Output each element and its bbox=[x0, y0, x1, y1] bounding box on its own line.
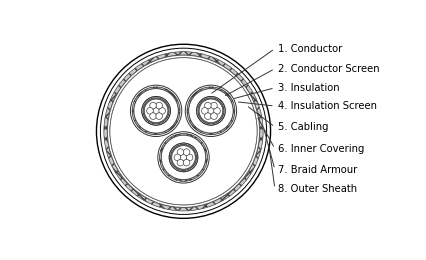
Circle shape bbox=[110, 58, 257, 205]
Circle shape bbox=[174, 154, 181, 161]
Circle shape bbox=[183, 149, 190, 155]
Text: 2. Conductor Screen: 2. Conductor Screen bbox=[277, 64, 379, 74]
Circle shape bbox=[161, 135, 206, 180]
Circle shape bbox=[156, 102, 162, 109]
Circle shape bbox=[196, 96, 225, 125]
Circle shape bbox=[144, 99, 168, 123]
Text: 1. Conductor: 1. Conductor bbox=[277, 44, 342, 54]
Circle shape bbox=[186, 154, 193, 161]
Circle shape bbox=[101, 48, 267, 214]
Circle shape bbox=[169, 143, 198, 172]
Text: 6. Inner Covering: 6. Inner Covering bbox=[277, 144, 364, 154]
Circle shape bbox=[153, 108, 159, 114]
Circle shape bbox=[110, 58, 257, 205]
Circle shape bbox=[207, 108, 214, 114]
Circle shape bbox=[204, 102, 211, 109]
Circle shape bbox=[150, 113, 156, 119]
Circle shape bbox=[214, 108, 220, 114]
Circle shape bbox=[147, 108, 153, 114]
Circle shape bbox=[142, 96, 170, 125]
Text: 5. Cabling: 5. Cabling bbox=[277, 122, 328, 132]
Circle shape bbox=[172, 146, 195, 169]
Circle shape bbox=[107, 55, 260, 207]
Circle shape bbox=[96, 44, 271, 218]
Circle shape bbox=[150, 102, 156, 109]
Circle shape bbox=[134, 89, 178, 133]
Circle shape bbox=[183, 159, 190, 166]
Circle shape bbox=[159, 108, 165, 114]
Circle shape bbox=[204, 113, 211, 119]
Circle shape bbox=[211, 102, 217, 109]
Circle shape bbox=[177, 159, 184, 166]
Circle shape bbox=[199, 99, 223, 123]
Circle shape bbox=[177, 149, 184, 155]
Text: 3. Insulation: 3. Insulation bbox=[277, 83, 339, 93]
Circle shape bbox=[156, 113, 162, 119]
Circle shape bbox=[211, 113, 217, 119]
Circle shape bbox=[189, 89, 233, 133]
Circle shape bbox=[201, 108, 208, 114]
Text: 7. Braid Armour: 7. Braid Armour bbox=[277, 165, 357, 175]
Circle shape bbox=[180, 154, 187, 161]
Text: 4. Insulation Screen: 4. Insulation Screen bbox=[277, 101, 377, 111]
Text: 8. Outer Sheath: 8. Outer Sheath bbox=[277, 184, 357, 194]
